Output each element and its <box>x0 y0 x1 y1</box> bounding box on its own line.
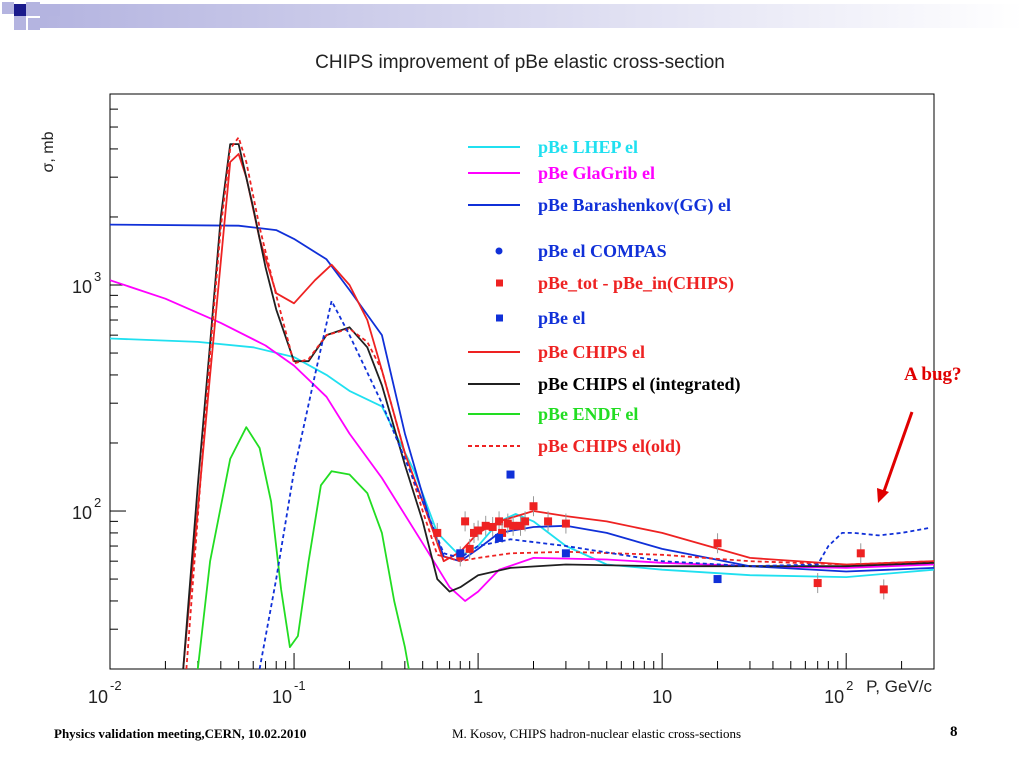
slide-corner-decoration <box>2 2 1024 30</box>
legend-label: pBe ENDF el <box>538 404 638 424</box>
legend-label: pBe el COMPAS <box>538 241 667 261</box>
data-point <box>465 544 474 553</box>
y-tick-label: 10 <box>72 503 92 523</box>
series-line <box>258 300 929 669</box>
series-line <box>110 279 934 602</box>
deco-square <box>14 16 26 30</box>
x-axis-label: P, GeV/c <box>866 677 932 696</box>
footer-author: M. Kosov, CHIPS hadron-nuclear elastic c… <box>452 726 742 741</box>
legend-swatch <box>496 279 503 287</box>
x-tick-label: 1 <box>473 687 483 707</box>
data-point <box>461 517 470 526</box>
data-point <box>506 470 515 479</box>
series-line <box>182 143 934 669</box>
series-group <box>110 136 934 669</box>
data-point <box>469 528 478 537</box>
data-point <box>456 549 465 558</box>
plot-frame <box>109 93 935 670</box>
series-line <box>196 426 410 669</box>
series-line <box>110 337 934 578</box>
deco-square <box>28 18 40 30</box>
legend: pBe LHEP el pBe GlaGrib el pBe Barashenkov… <box>468 137 740 457</box>
legend-label: pBe el <box>538 308 586 328</box>
x-tick-label-exponent: 2 <box>846 678 853 693</box>
data-point <box>813 579 822 588</box>
x-tick-label-exponent: -1 <box>294 678 306 693</box>
data-point <box>561 519 570 528</box>
data-point <box>433 528 442 537</box>
x-tick-label: 10 <box>652 687 672 707</box>
data-point <box>521 517 530 526</box>
legend-label: pBe CHIPS el <box>538 342 645 362</box>
slide-title: CHIPS improvement of pBe elastic cross-s… <box>315 52 725 73</box>
legend-label: pBe CHIPS el (integrated) <box>538 374 740 395</box>
legend-label: pBe CHIPS el(old) <box>538 436 681 457</box>
x-tick-label: 10 <box>824 687 844 707</box>
annotation-arrowhead <box>877 488 889 503</box>
y-tick-label-exponent: 3 <box>94 269 101 284</box>
data-point <box>509 521 518 530</box>
footer-meeting: Physics validation meeting,CERN, 10.02.2… <box>54 726 307 741</box>
axis-ticks <box>109 93 935 670</box>
data-point <box>481 521 490 530</box>
x-tick-label-exponent: -2 <box>110 678 122 693</box>
data-point <box>879 585 888 594</box>
page-number: 8 <box>950 724 958 740</box>
x-tick-label: 10 <box>272 687 292 707</box>
data-point <box>488 522 497 531</box>
deco-square <box>26 2 40 16</box>
x-tick-label: 10 <box>88 687 108 707</box>
data-point <box>495 517 504 526</box>
data-point <box>856 549 865 558</box>
data-point <box>529 502 538 511</box>
data-point <box>713 575 722 584</box>
legend-label: pBe GlaGrib el <box>538 163 655 183</box>
annotation-arrow <box>880 411 914 498</box>
data-point <box>474 526 483 535</box>
legend-swatch <box>495 247 503 255</box>
data-point <box>503 519 512 528</box>
data-point <box>544 517 553 526</box>
y-tick-label-exponent: 2 <box>94 495 101 510</box>
data-point <box>516 521 525 530</box>
legend-label: pBe LHEP el <box>538 137 638 157</box>
y-axis-label: σ, mb <box>40 131 57 172</box>
deco-square <box>40 4 60 16</box>
data-point <box>495 533 504 542</box>
data-point <box>713 539 722 548</box>
legend-label: pBe_tot - pBe_in(CHIPS) <box>538 273 734 294</box>
deco-square <box>14 4 26 16</box>
legend-label: pBe Barashenkov(GG) el <box>538 195 731 216</box>
y-tick-label: 10 <box>72 277 92 297</box>
data-point <box>561 549 570 558</box>
data-point <box>498 528 507 537</box>
legend-swatch <box>496 314 503 322</box>
header-gradient-bar <box>40 4 1024 28</box>
deco-square <box>2 2 14 14</box>
bug-annotation: A bug? <box>904 364 962 385</box>
